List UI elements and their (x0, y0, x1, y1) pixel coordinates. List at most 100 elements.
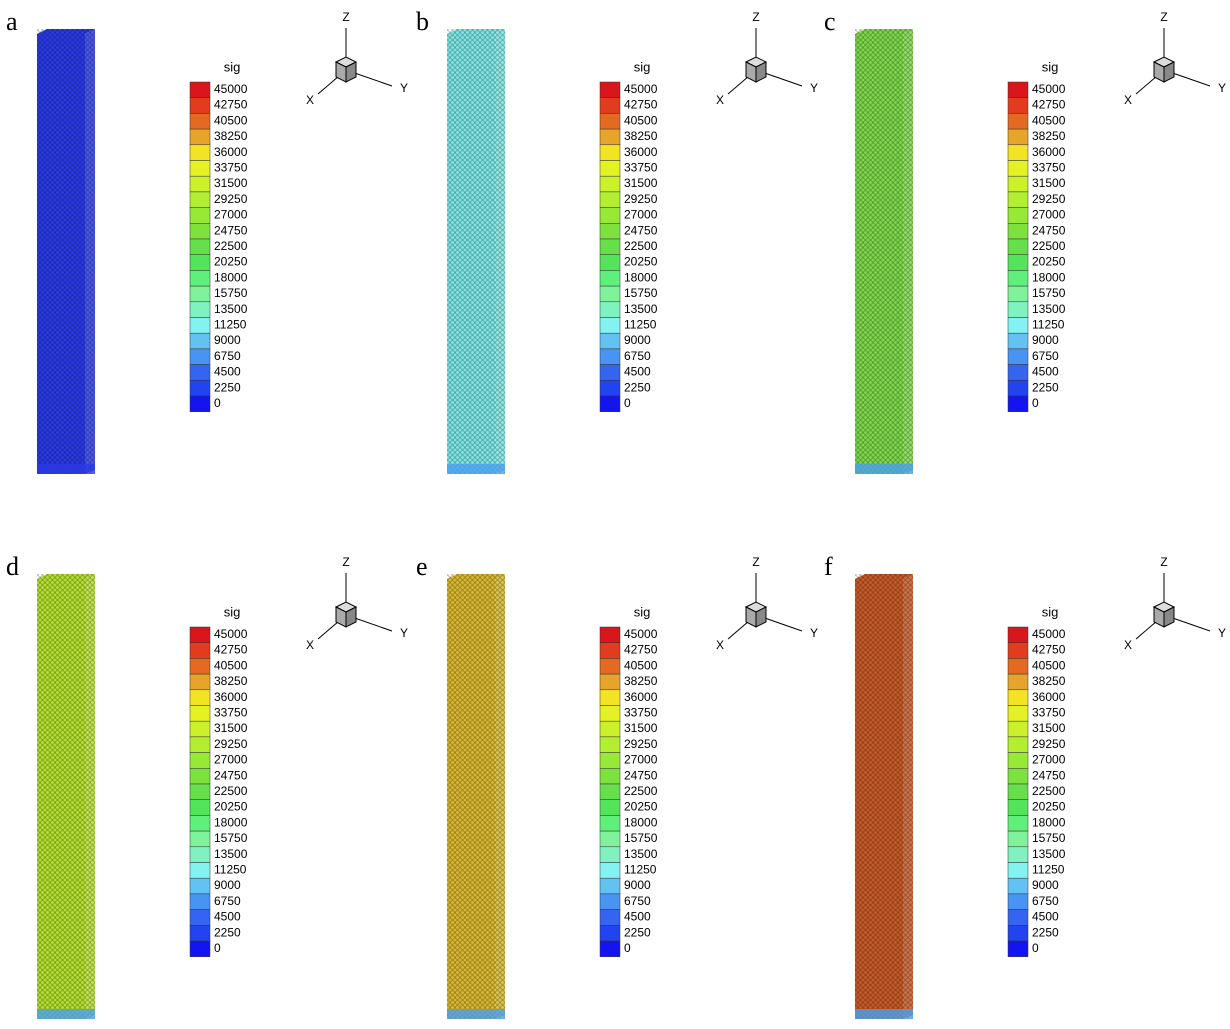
legend-swatch (600, 800, 620, 816)
legend-level: 27000 (214, 208, 248, 222)
axis-label-y: Y (810, 81, 818, 95)
axis-label-z: Z (752, 555, 759, 569)
legend-swatch (600, 270, 620, 286)
legend-level: 13500 (214, 302, 248, 316)
legend-level: 9000 (624, 878, 651, 892)
legend-level: 15750 (214, 286, 248, 300)
legend-level: 24750 (214, 768, 248, 782)
legend-swatch (1008, 815, 1028, 831)
legend-swatch (1008, 863, 1028, 879)
legend-level: 40500 (214, 113, 248, 127)
legend-swatch (600, 784, 620, 800)
legend-level: 31500 (1032, 721, 1066, 735)
legend-swatch (1008, 302, 1028, 318)
axis-label-x: X (306, 93, 314, 107)
legend-swatch (190, 255, 210, 271)
legend-swatch (600, 863, 620, 879)
legend-swatch (1008, 349, 1028, 365)
legend-swatch (600, 113, 620, 129)
legend-swatch (190, 82, 210, 98)
legend-level: 36000 (1032, 690, 1066, 704)
legend-swatch (190, 223, 210, 239)
legend-swatch (600, 737, 620, 753)
legend-level: 0 (624, 941, 631, 955)
legend-swatch (190, 863, 210, 879)
column-texture (855, 29, 913, 474)
column-base (37, 464, 95, 474)
panel-label: a (6, 7, 18, 36)
legend-swatch (600, 161, 620, 177)
column-base (855, 464, 913, 474)
legend-level: 36000 (214, 145, 248, 159)
legend-swatch (600, 318, 620, 334)
legend-swatch (600, 302, 620, 318)
legend-level: 29250 (624, 192, 658, 206)
legend-level: 22500 (1032, 239, 1066, 253)
legend-swatch (1008, 82, 1028, 98)
legend-swatch (1008, 98, 1028, 114)
legend-level: 13500 (1032, 302, 1066, 316)
legend-swatch (1008, 910, 1028, 926)
legend-level: 38250 (1032, 129, 1066, 143)
panel: dsig450004275040500382503600033750315002… (6, 552, 408, 1019)
legend-swatch (600, 706, 620, 722)
legend-title: sig (634, 604, 651, 619)
legend-swatch (600, 627, 620, 643)
column-texture (447, 574, 505, 1019)
legend-level: 11250 (1032, 318, 1065, 332)
legend-swatch (600, 831, 620, 847)
legend-swatch (1008, 255, 1028, 271)
legend-level: 0 (1032, 941, 1039, 955)
legend-level: 45000 (214, 82, 248, 96)
legend-level: 40500 (624, 113, 658, 127)
legend-swatch (190, 753, 210, 769)
legend-swatch (1008, 192, 1028, 208)
legend-swatch (190, 286, 210, 302)
axis-label-y: Y (1218, 626, 1226, 640)
legend-level: 22500 (624, 239, 658, 253)
legend-level: 42750 (1032, 98, 1066, 112)
legend-title: sig (634, 59, 651, 74)
legend-level: 22500 (624, 784, 658, 798)
legend-swatch (1008, 396, 1028, 412)
column-base (855, 1009, 913, 1019)
legend-level: 42750 (214, 98, 248, 112)
legend-level: 22500 (214, 239, 248, 253)
legend-swatch (190, 270, 210, 286)
panel: csig450004275040500382503600033750315002… (824, 7, 1226, 474)
legend-swatch (600, 349, 620, 365)
legend-level: 18000 (1032, 815, 1066, 829)
legend-level: 11250 (214, 863, 247, 877)
panel-label: d (6, 552, 19, 581)
column-texture (855, 574, 913, 1019)
figure: asig450004275040500382503600033750315002… (0, 0, 1230, 1029)
legend-swatch (600, 674, 620, 690)
legend-swatch (600, 925, 620, 941)
legend-level: 31500 (624, 176, 658, 190)
legend-level: 4500 (624, 910, 651, 924)
axis-label-z: Z (342, 555, 349, 569)
legend-swatch (190, 145, 210, 161)
legend-level: 38250 (624, 674, 658, 688)
legend-level: 0 (214, 396, 221, 410)
legend-swatch (190, 161, 210, 177)
legend-swatch (190, 658, 210, 674)
legend-level: 29250 (214, 737, 248, 751)
legend-level: 31500 (1032, 176, 1066, 190)
legend-swatch (1008, 318, 1028, 334)
legend-level: 40500 (214, 658, 248, 672)
legend-level: 0 (624, 396, 631, 410)
legend-swatch (600, 847, 620, 863)
legend-level: 36000 (1032, 145, 1066, 159)
legend-level: 15750 (1032, 286, 1066, 300)
legend-level: 13500 (214, 847, 248, 861)
axis-label-z: Z (1160, 10, 1167, 24)
column-texture (37, 574, 95, 1019)
panel-label: c (824, 7, 836, 36)
legend-level: 33750 (1032, 161, 1066, 175)
legend-swatch (1008, 223, 1028, 239)
legend-level: 31500 (624, 721, 658, 735)
legend-swatch (600, 815, 620, 831)
legend-swatch (600, 98, 620, 114)
legend-swatch (190, 113, 210, 129)
